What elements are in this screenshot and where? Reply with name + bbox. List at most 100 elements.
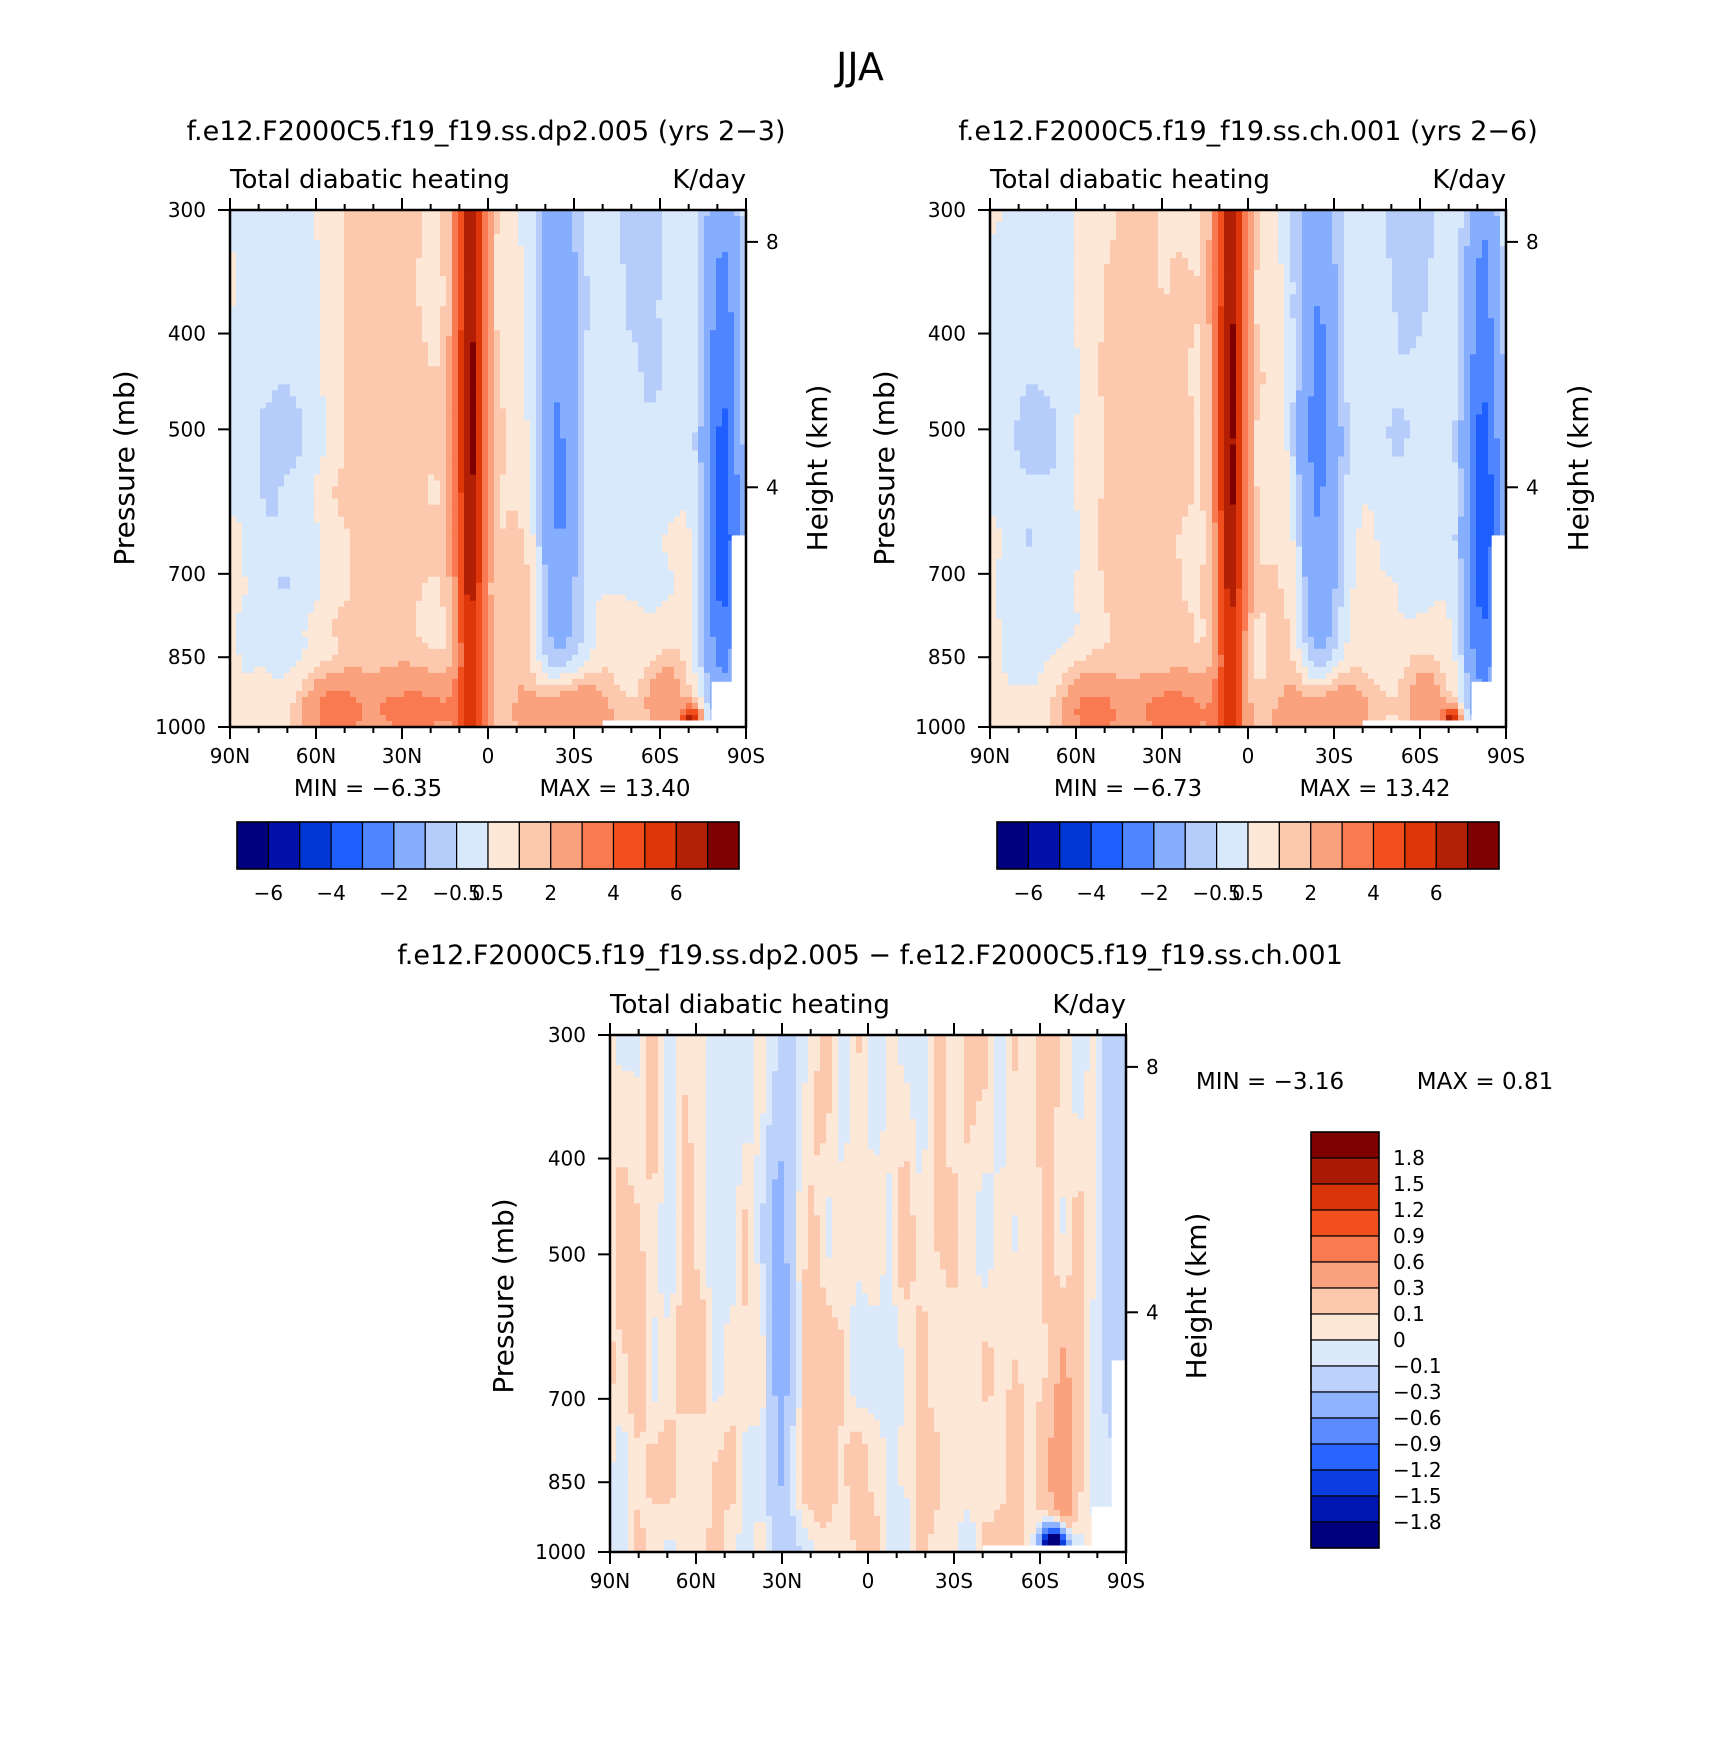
field-cell <box>326 294 333 301</box>
field-cell <box>266 288 273 295</box>
field-cell <box>524 468 531 476</box>
field-cell <box>284 696 291 704</box>
field-cell <box>320 222 327 229</box>
field-cell <box>242 216 249 223</box>
field-cell <box>266 366 273 373</box>
field-cell <box>506 408 513 415</box>
field-cell <box>530 384 537 391</box>
field-cell <box>548 312 555 319</box>
field-cell <box>398 444 405 452</box>
field-cell <box>524 438 531 446</box>
field-cell <box>482 426 489 434</box>
field-cell <box>548 390 555 397</box>
field-cell <box>404 492 411 500</box>
field-cell <box>554 684 561 692</box>
field-cell <box>536 486 543 494</box>
field-cell <box>338 354 345 361</box>
field-cell <box>326 642 333 650</box>
field-cell <box>326 600 333 608</box>
field-cell <box>356 288 363 295</box>
field-cell <box>410 528 417 536</box>
field-cell <box>314 708 321 716</box>
field-cell <box>542 402 549 409</box>
field-cell <box>488 564 495 572</box>
field-cell <box>410 282 417 289</box>
field-cell <box>410 684 417 692</box>
field-cell <box>434 660 441 668</box>
field-cell <box>560 690 567 698</box>
field-cell <box>500 444 507 452</box>
field-cell <box>500 546 507 554</box>
field-cell <box>470 654 477 662</box>
field-cell <box>386 462 393 470</box>
field-cell <box>506 456 513 464</box>
field-cell <box>458 708 465 716</box>
field-cell <box>404 336 411 343</box>
field-cell <box>248 666 255 674</box>
field-cell <box>308 564 315 572</box>
field-cell <box>242 300 249 307</box>
field-cell <box>422 498 429 506</box>
field-cell <box>524 312 531 319</box>
field-cell <box>512 678 519 686</box>
field-cell <box>230 456 237 464</box>
field-cell <box>284 660 291 668</box>
field-cell <box>284 414 291 422</box>
field-cell <box>464 396 471 403</box>
field-cell <box>566 270 573 277</box>
field-cell <box>422 510 429 518</box>
field-cell <box>320 276 327 283</box>
field-cell <box>350 492 357 500</box>
field-cell <box>380 270 387 277</box>
field-cell <box>230 684 237 692</box>
field-cell <box>260 318 267 325</box>
field-cell <box>386 648 393 656</box>
field-cell <box>266 342 273 349</box>
field-cell <box>476 606 483 614</box>
field-cell <box>476 408 483 415</box>
field-cell <box>500 360 507 367</box>
field-cell <box>422 594 429 602</box>
field-cell <box>446 504 453 512</box>
field-cell <box>338 306 345 313</box>
field-cell <box>560 450 567 458</box>
field-cell <box>470 648 477 656</box>
field-cell <box>374 318 381 325</box>
field-cell <box>554 672 561 680</box>
field-cell <box>386 384 393 391</box>
field-cell <box>566 696 573 704</box>
field-cell <box>278 612 285 620</box>
field-cell <box>488 690 495 698</box>
field-cell <box>254 714 261 722</box>
field-cell <box>530 642 537 650</box>
field-cell <box>488 576 495 584</box>
field-cell <box>302 690 309 698</box>
field-cell <box>356 354 363 361</box>
field-cell <box>296 282 303 289</box>
field-cell <box>374 486 381 494</box>
field-cell <box>470 612 477 620</box>
field-cell <box>302 312 309 319</box>
field-cell <box>230 246 237 253</box>
field-cell <box>236 510 243 518</box>
field-cell <box>470 498 477 506</box>
field-cell <box>512 570 519 578</box>
field-cell <box>470 324 477 331</box>
field-cell <box>326 618 333 626</box>
field-cell <box>566 714 573 722</box>
field-cell <box>554 396 561 403</box>
field-cell <box>494 528 501 536</box>
field-cell <box>380 354 387 361</box>
field-cell <box>464 336 471 343</box>
field-cell <box>536 534 543 542</box>
field-cell <box>386 588 393 596</box>
field-cell <box>422 582 429 590</box>
field-cell <box>410 438 417 446</box>
field-cell <box>428 546 435 554</box>
field-cell <box>320 642 327 650</box>
field-cell <box>530 432 537 440</box>
field-cell <box>404 672 411 680</box>
field-cell <box>512 270 519 277</box>
field-cell <box>266 552 273 560</box>
field-cell <box>272 714 279 722</box>
